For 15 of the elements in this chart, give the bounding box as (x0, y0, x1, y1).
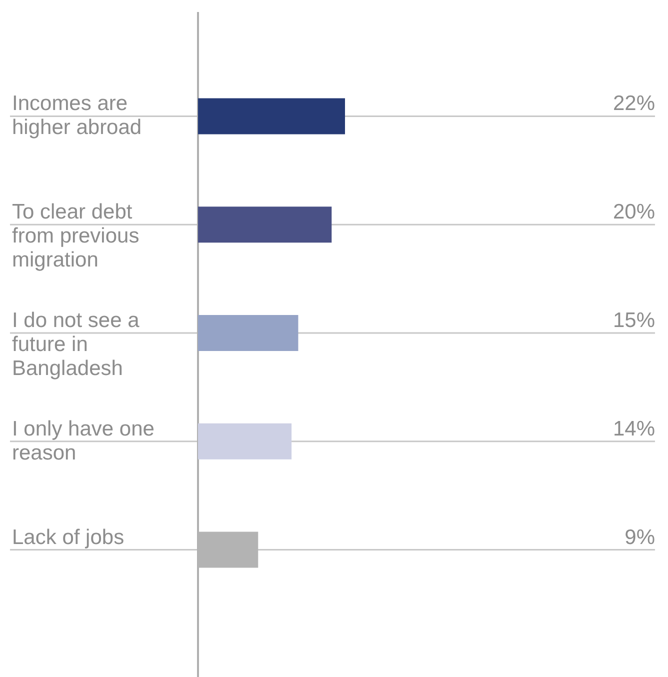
bar (198, 532, 258, 568)
bar (198, 315, 298, 351)
data-label: 20% (612, 200, 655, 224)
bar (198, 98, 345, 134)
y-tick-label: Lack of jobs (12, 526, 124, 549)
data-label: 14% (612, 417, 655, 440)
bar (198, 423, 292, 460)
data-label: 15% (612, 309, 655, 332)
data-label: 22% (612, 92, 655, 116)
y-tick-label: To clear debt from previous migration (12, 200, 140, 272)
y-tick-label: Incomes are higher abroad (12, 92, 142, 140)
data-label: 9% (624, 526, 655, 549)
y-tick-label: I do not see a future in Bangladesh (12, 309, 140, 380)
y-tick-label: I only have one reason (12, 417, 154, 464)
bar (198, 206, 332, 243)
